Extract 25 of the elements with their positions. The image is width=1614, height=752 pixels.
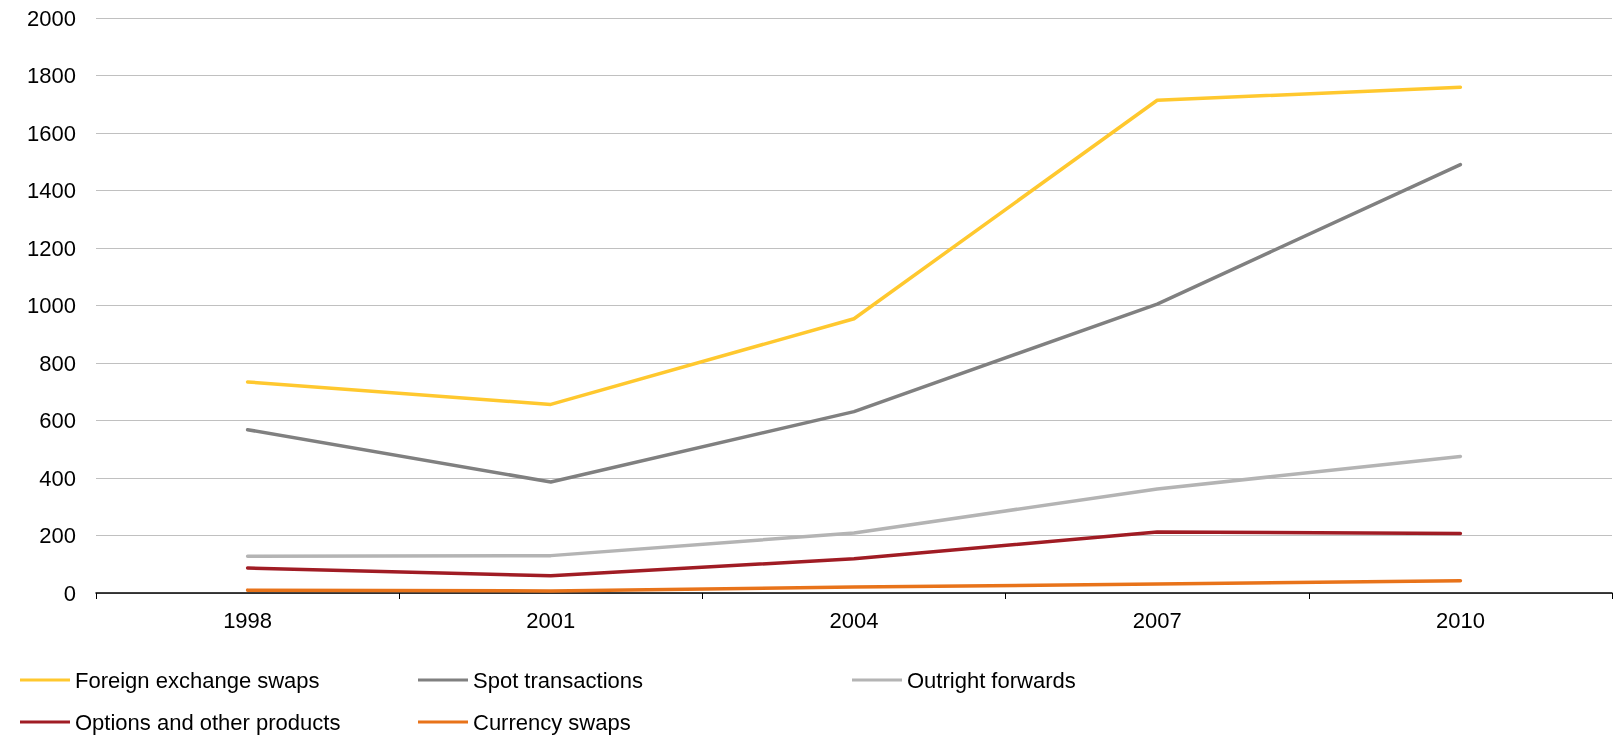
x-tick-label: 2007 — [1132, 607, 1182, 633]
y-tick-label: 400 — [39, 465, 76, 491]
y-tick-label: 0 — [63, 580, 76, 606]
y-tick-label: 800 — [39, 350, 76, 376]
line-series — [245, 85, 1463, 407]
y-tick-label: 2000 — [27, 5, 76, 31]
x-tick-label: 2010 — [1435, 607, 1485, 633]
legend-label: Options and other products — [75, 709, 341, 735]
y-tick-label: 200 — [39, 523, 76, 548]
y-tick-label: 600 — [39, 408, 76, 433]
x-tick-label: 2001 — [526, 607, 576, 633]
y-tick-label: 1000 — [27, 293, 76, 318]
x-tick-label: 1998 — [223, 607, 273, 633]
legend-label: Outright forwards — [907, 667, 1076, 693]
legend-label: Currency swaps — [473, 709, 631, 735]
line-series — [245, 162, 1463, 484]
y-tick-label: 1600 — [27, 120, 76, 146]
y-tick-label: 1800 — [27, 63, 76, 88]
line-series — [245, 530, 1463, 578]
line-series — [245, 578, 1463, 593]
y-tick-label: 1200 — [27, 235, 76, 261]
legend-label: Foreign exchange swaps — [75, 667, 320, 693]
legend-label: Spot transactions — [473, 667, 643, 693]
y-tick-label: 1400 — [27, 178, 76, 203]
x-tick-label: 2004 — [829, 607, 879, 633]
